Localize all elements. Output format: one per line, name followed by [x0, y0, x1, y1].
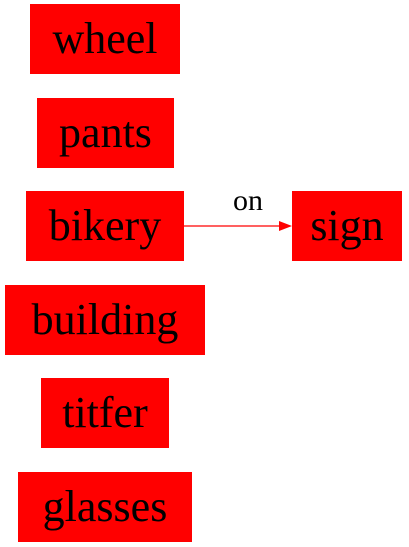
edge-label-on: on — [233, 184, 263, 217]
node-titfer: titfer — [41, 378, 169, 448]
node-building: building — [5, 285, 205, 355]
node-wheel: wheel — [30, 4, 180, 74]
node-pants: pants — [37, 98, 174, 168]
node-glasses: glasses — [18, 472, 192, 542]
node-bikery: bikery — [26, 191, 184, 261]
node-sign: sign — [292, 191, 402, 261]
arrowhead-icon — [279, 221, 292, 231]
